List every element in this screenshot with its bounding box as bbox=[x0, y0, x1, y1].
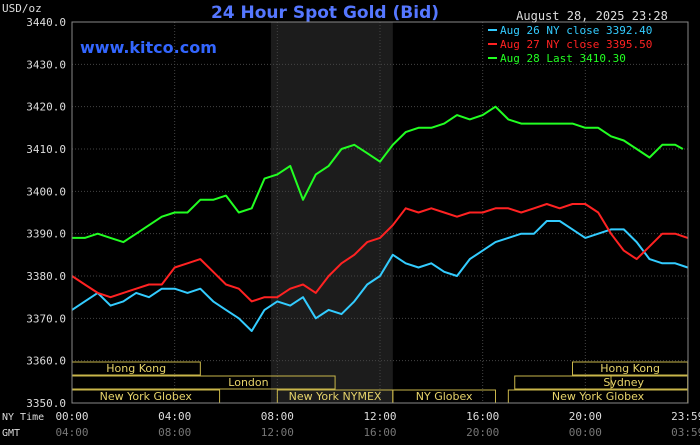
x-tick-label-ny: 20:00 bbox=[569, 410, 602, 423]
session-label: Sydney bbox=[603, 376, 644, 389]
x-tick-label-gmt: 08:00 bbox=[158, 426, 191, 439]
x-tick-label-ny: 16:00 bbox=[466, 410, 499, 423]
series-line-2 bbox=[71, 203, 689, 303]
units-label: USD/oz bbox=[2, 2, 42, 15]
plot-frame bbox=[71, 21, 689, 404]
x-tick-label-ny: 04:00 bbox=[158, 410, 191, 423]
session-label: NY Globex bbox=[416, 390, 473, 403]
y-tick-label: 3420.0 bbox=[26, 101, 66, 114]
session-label: New York Globex bbox=[100, 390, 193, 403]
series-line-3 bbox=[72, 105, 684, 244]
session-label: New York Globex bbox=[552, 390, 645, 403]
x-tick-label-ny: 08:00 bbox=[261, 410, 294, 423]
x-tick-label-gmt: 16:00 bbox=[363, 426, 396, 439]
y-tick-label: 3380.0 bbox=[26, 270, 66, 283]
y-tick-label: 3350.0 bbox=[26, 397, 66, 410]
x-row-gmt-label: GMT bbox=[2, 428, 20, 439]
shaded-session-band bbox=[270, 22, 393, 403]
legend-series-1: Aug 26 NY close 3392.40 bbox=[500, 24, 652, 37]
session-label: London bbox=[228, 376, 268, 389]
x-tick-label-gmt: 12:00 bbox=[261, 426, 294, 439]
x-tick-label-ny: 23:59 bbox=[671, 410, 700, 423]
timestamp: August 28, 2025 23:28 bbox=[516, 9, 668, 23]
legend-series-2: Aug 27 NY close 3395.50 bbox=[500, 38, 652, 51]
x-tick-label-gmt: 04:00 bbox=[55, 426, 88, 439]
x-tick-label-gmt: 00:00 bbox=[569, 426, 602, 439]
y-tick-label: 3390.0 bbox=[26, 228, 66, 241]
x-row-ny-label: NY Time bbox=[2, 412, 44, 423]
y-tick-label: 3370.0 bbox=[26, 312, 66, 325]
x-tick-label-gmt: 03:59 bbox=[671, 426, 700, 439]
y-tick-label: 3360.0 bbox=[26, 355, 66, 368]
x-tick-label-ny: 00:00 bbox=[55, 410, 88, 423]
y-tick-label: 3410.0 bbox=[26, 143, 66, 156]
y-tick-label: 3440.0 bbox=[26, 16, 66, 29]
series-line-1 bbox=[71, 220, 689, 332]
session-label: New York NYMEX bbox=[289, 390, 382, 403]
chart-title: 24 Hour Spot Gold (Bid) bbox=[211, 3, 439, 23]
legend: Aug 26 NY close 3392.40 Aug 27 NY close … bbox=[488, 24, 652, 65]
x-tick-label-ny: 12:00 bbox=[363, 410, 396, 423]
y-tick-label: 3430.0 bbox=[26, 58, 66, 71]
legend-series-3: Aug 28 Last 3410.30 bbox=[500, 52, 626, 65]
y-tick-label: 3400.0 bbox=[26, 185, 66, 198]
x-tick-label-gmt: 20:00 bbox=[466, 426, 499, 439]
watermark: www.kitco.com bbox=[80, 38, 217, 57]
session-label: Hong Kong bbox=[106, 362, 166, 375]
session-label: Hong Kong bbox=[600, 362, 660, 375]
